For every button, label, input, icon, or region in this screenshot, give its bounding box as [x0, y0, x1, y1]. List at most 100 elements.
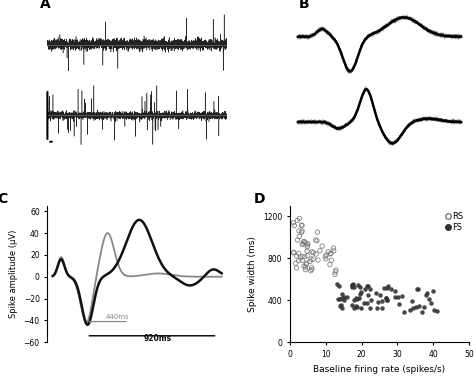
Point [338, 295, 346, 301]
Point [336, 295, 344, 301]
Point [331, 271, 339, 277]
Point [394, 294, 402, 300]
Point [326, 261, 334, 268]
Point [330, 248, 337, 254]
Point [337, 302, 345, 308]
Point [399, 293, 406, 299]
Point [321, 254, 329, 260]
Point [355, 295, 363, 301]
Point [372, 290, 380, 296]
Point [383, 295, 390, 301]
Point [295, 258, 302, 264]
Point [314, 257, 322, 263]
Legend: RS, FS: RS, FS [444, 210, 465, 234]
Point [293, 265, 301, 271]
Text: C: C [0, 192, 8, 206]
Point [383, 296, 391, 303]
Point [376, 291, 383, 298]
Point [298, 253, 306, 259]
Point [299, 257, 306, 263]
Point [293, 217, 301, 224]
Y-axis label: Spike amplitude (μV): Spike amplitude (μV) [9, 230, 18, 318]
Point [312, 237, 319, 243]
Point [306, 258, 314, 265]
Point [364, 283, 371, 289]
Point [335, 283, 342, 289]
Point [400, 308, 408, 315]
Point [364, 300, 371, 307]
Point [331, 269, 339, 275]
Point [303, 242, 311, 248]
Point [302, 261, 310, 267]
Point [338, 291, 346, 297]
Point [303, 248, 311, 254]
Point [353, 303, 360, 310]
Point [304, 252, 311, 259]
Text: B: B [299, 0, 310, 11]
Point [307, 256, 315, 262]
Point [292, 260, 300, 266]
X-axis label: Baseline firing rate (spikes/s): Baseline firing rate (spikes/s) [313, 364, 446, 373]
Point [301, 266, 309, 273]
Point [353, 296, 361, 302]
Point [391, 288, 398, 294]
Point [420, 304, 428, 310]
Point [360, 300, 368, 306]
Point [350, 305, 358, 311]
Point [325, 249, 332, 255]
Point [295, 233, 303, 240]
Point [291, 223, 298, 229]
Point [290, 220, 297, 226]
Point [295, 228, 303, 234]
Point [299, 241, 306, 247]
Point [379, 298, 386, 304]
Point [422, 292, 430, 298]
Point [328, 250, 335, 256]
Point [300, 263, 308, 269]
Y-axis label: Spike width (ms): Spike width (ms) [248, 236, 257, 312]
Text: 920ms: 920ms [144, 334, 172, 343]
Point [418, 308, 426, 315]
Point [349, 281, 357, 287]
Point [322, 252, 330, 258]
Point [383, 284, 391, 291]
Point [307, 268, 315, 274]
Point [343, 294, 351, 300]
Point [374, 299, 382, 305]
Point [383, 297, 391, 303]
Point [430, 307, 438, 313]
Point [296, 215, 303, 221]
Point [298, 228, 306, 234]
Point [406, 307, 414, 313]
Point [300, 241, 307, 247]
Point [361, 286, 368, 293]
Point [413, 286, 421, 292]
Point [387, 286, 395, 292]
Point [308, 249, 316, 255]
Point [357, 305, 365, 311]
Point [322, 256, 329, 262]
Point [348, 302, 356, 308]
Point [308, 266, 316, 273]
Point [290, 250, 298, 256]
Point [301, 240, 309, 246]
Point [366, 286, 374, 292]
Point [341, 296, 348, 303]
Point [366, 305, 374, 311]
Point [408, 298, 415, 305]
Point [350, 297, 357, 303]
Point [357, 288, 365, 294]
Point [379, 305, 386, 311]
Point [319, 243, 326, 249]
Point [294, 237, 301, 243]
Point [414, 286, 421, 292]
Text: A: A [40, 0, 51, 11]
Point [367, 297, 374, 303]
Point [313, 238, 321, 244]
Point [434, 308, 441, 314]
Point [314, 229, 321, 235]
Point [292, 253, 300, 259]
Point [350, 284, 358, 290]
Point [301, 238, 308, 245]
Point [395, 301, 403, 307]
